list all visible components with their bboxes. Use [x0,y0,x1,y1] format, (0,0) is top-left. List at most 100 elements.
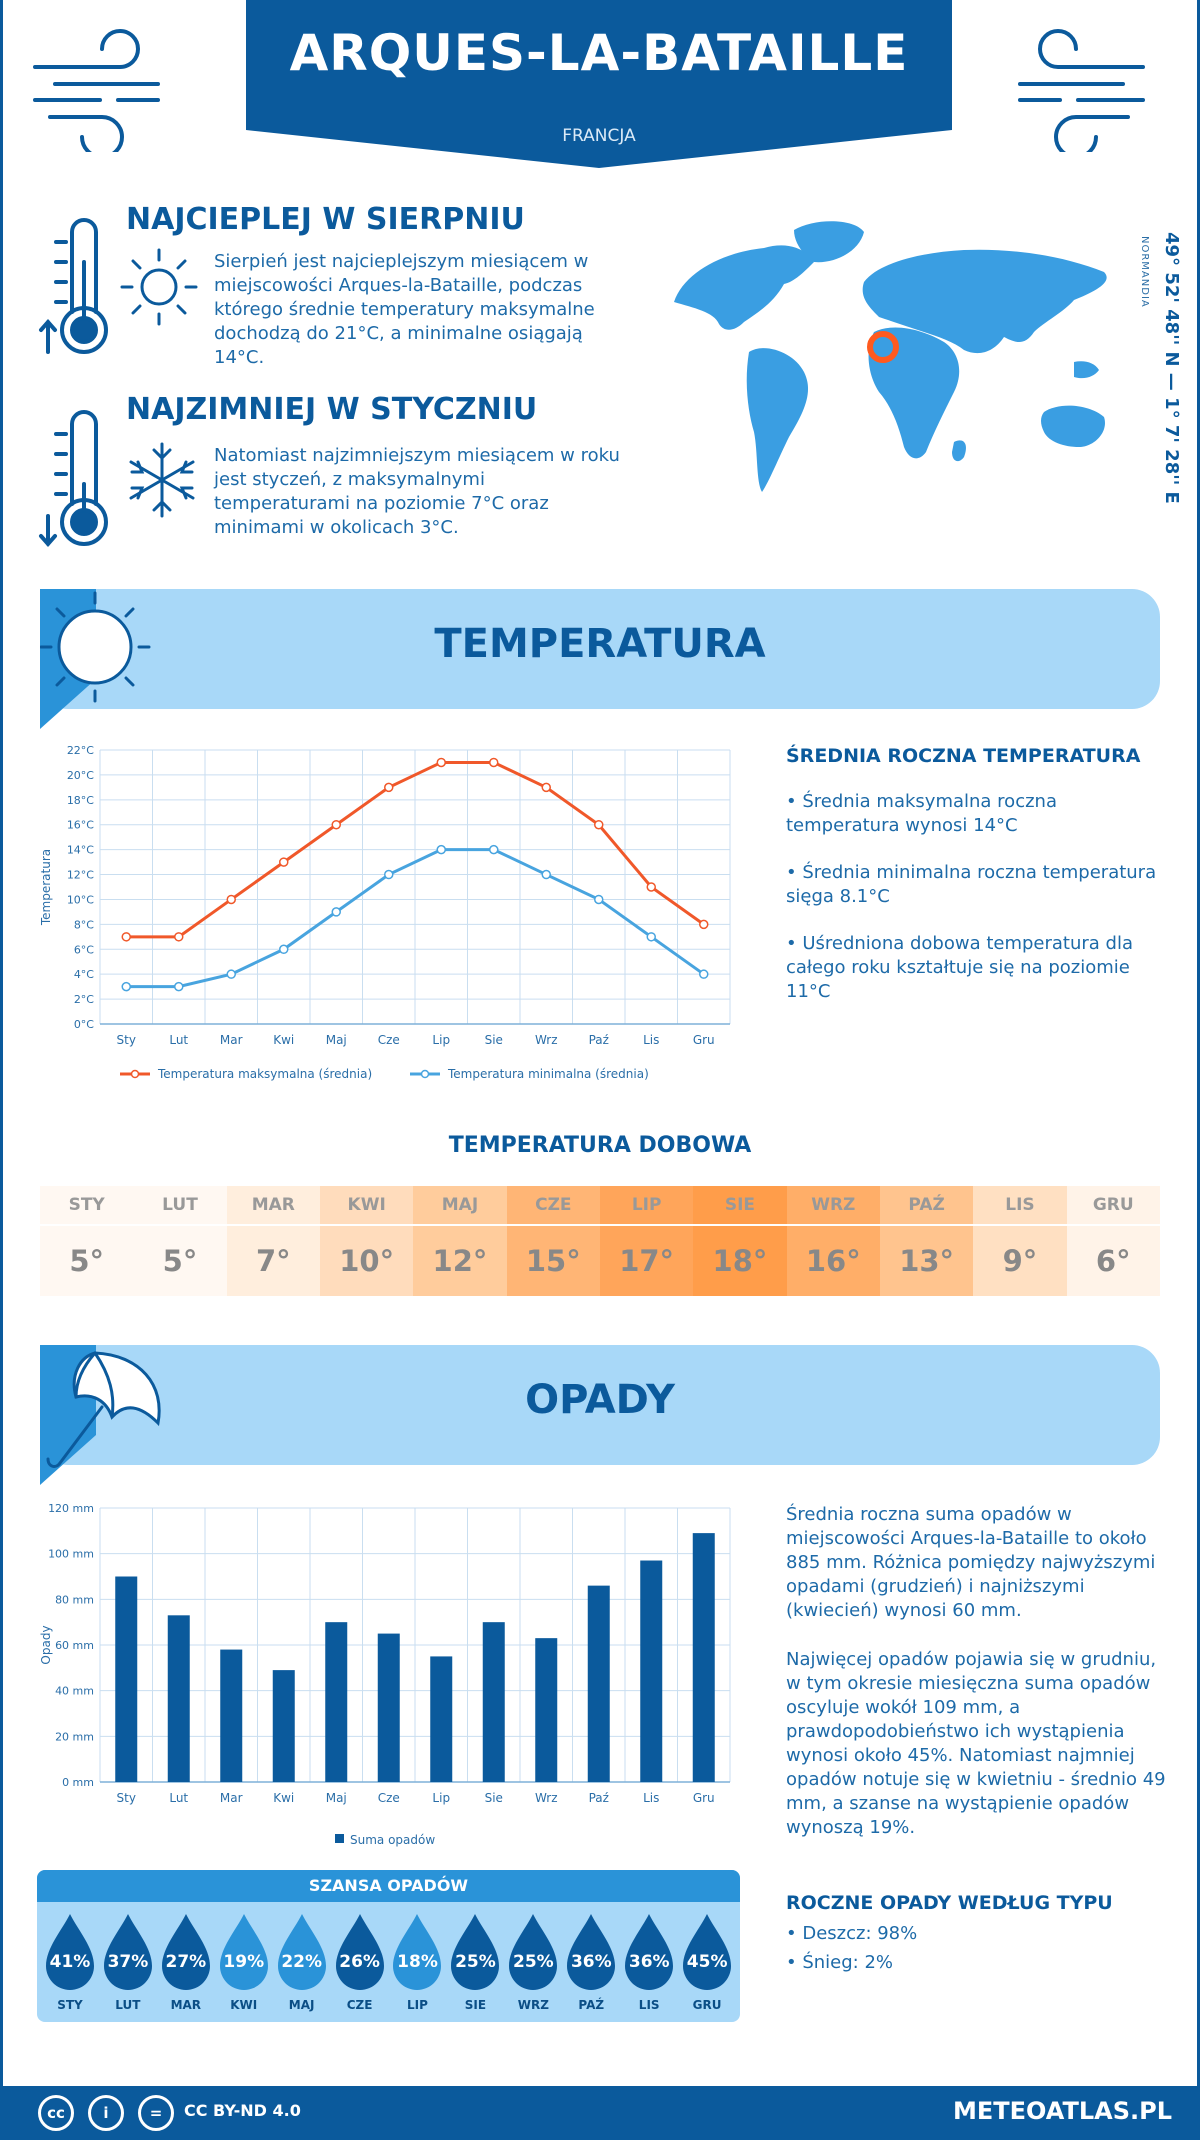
precip-chance-value: 36% [628,1952,670,1972]
bar [692,1533,715,1782]
x-tick-label: Cze [378,1791,400,1805]
raindrop-icon [219,1914,268,1990]
daily-temp-month: KWI [347,1195,386,1215]
precip-chance-drop: 26% CZE [331,1912,389,2012]
data-point [436,757,446,768]
sun-large-icon [40,589,151,729]
precip-chance-month: WRZ [517,1998,549,2012]
bar [640,1560,663,1782]
data-point [331,819,341,830]
site-link[interactable]: METEOATLAS.PL [952,2097,1172,2125]
coordinates: 49° 52' 48'' N — 1° 7' 28'' E [1161,232,1182,504]
bar [167,1615,190,1782]
precip-chance-value: 37% [107,1952,149,1972]
data-point [489,757,499,768]
x-tick-label: Sie [485,1033,503,1047]
data-point [489,844,499,855]
raindrop-icon [451,1914,500,1990]
legend-marker [130,1069,140,1079]
x-tick-label: Sty [117,1791,136,1805]
precip-chance-value: 22% [281,1952,323,1972]
legend-marker [420,1069,430,1079]
x-tick-label: Gru [693,1791,715,1805]
cc-icon: cc [38,2095,74,2131]
daily-temp-value: 5° [133,1224,227,1296]
daily-temp-value: 9° [973,1224,1067,1296]
precip-chance-month: LIS [638,1998,660,2012]
footer-bar [0,2086,1200,2140]
x-tick-label: Wrz [535,1791,558,1805]
precip-chance-month: MAJ [288,1998,315,2012]
precip-type-snow: • Śnieg: 2% [786,1952,894,1973]
daily-temp-month: PAŹ [908,1195,945,1215]
y-tick-label: 16°C [67,819,94,832]
y-tick-label: 6°C [74,943,94,956]
precip-chance-month: STY [57,1998,83,2012]
daily-temp-month: SIE [724,1195,756,1215]
precip-chance-drop: 36% PAŹ [562,1912,620,2012]
thermometer-cold-icon [39,410,108,548]
precip-summary-text: Średnia roczna suma opadów w miejscowośc… [786,1504,1156,1621]
precip-chance-drop: 27% MAR [157,1912,215,2012]
legend-label: Suma opadów [350,1833,435,1847]
fact-coldest-title: NAJZIMNIEJ W STYCZNIU [126,392,538,427]
annual-temp-daily: • Uśredniona dobowa temperatura dla całe… [786,933,1134,1002]
y-tick-label: 100 mm [48,1548,94,1561]
precip-type-rain: • Deszcz: 98% [786,1923,918,1944]
daily-temp-value: 13° [879,1224,974,1296]
data-point [279,857,289,867]
daily-temp-month: LIP [631,1195,662,1215]
wind-icon-left [33,29,160,152]
precip-detail-text: Najwięcej opadów pojawia się w grudniu, … [786,1649,1166,1838]
daily-temp-cell: LIS 9° [973,1186,1067,1296]
x-tick-label: Paź [589,1791,609,1805]
precip-chance-title: SZANSA OPADÓW [37,1870,740,1902]
data-point [384,869,394,880]
precip-chance-value: 18% [397,1952,438,1972]
y-tick-label: 8°C [74,918,94,931]
fact-hottest-title: NAJCIEPLEJ W SIERPNIU [126,202,525,237]
precip-chance-month: LUT [115,1998,141,2012]
precip-chance-month: KWI [230,1998,258,2012]
legend-swatch [335,1834,344,1843]
y-tick-label: 80 mm [55,1593,94,1606]
raindrop-icon [683,1914,732,1990]
x-tick-label: Gru [693,1033,715,1047]
bar [535,1638,558,1782]
bar [115,1576,138,1782]
data-point [646,882,656,892]
x-tick-label: Paź [589,1033,609,1047]
precip-chance-panel: SZANSA OPADÓW 41% STY 37% LUT 27% MAR 19% KWI 22… [37,1870,740,2022]
raindrop-icon [45,1914,94,1990]
bar [587,1585,610,1782]
data-point [174,932,184,942]
daily-temp-cell: STY 5° [40,1186,134,1296]
data-point [121,932,131,942]
data-point [384,782,394,793]
precip-chance-month: GRU [692,1998,722,2012]
data-point [699,969,709,979]
precip-chance-drop: 22% MAJ [273,1912,331,2012]
daily-temp-value: 5° [40,1224,134,1296]
x-tick-label: Maj [326,1791,347,1805]
y-tick-label: 18°C [67,794,94,807]
fact-hottest-text: Sierpień jest najcieplejszym miesiącem w… [214,251,595,368]
x-tick-label: Sie [485,1791,503,1805]
precip-chance-drop: 41% STY [41,1912,99,2012]
x-tick-label: Lis [643,1033,659,1047]
annual-temp-max: • Średnia maksymalna roczna temperatura … [786,791,1057,836]
daily-temp-cell: SIE 18° [693,1186,787,1296]
data-point [121,981,131,992]
y-tick-label: 0 mm [62,1776,94,1789]
y-axis-label: Opady [39,1625,53,1664]
fact-coldest-text: Natomiast najzimniejszym miesiącem w rok… [214,445,620,538]
annual-temp-title: ŚREDNIA ROCZNA TEMPERATURA [786,745,1141,767]
data-point [226,894,236,905]
daily-temp-table: STY 5° LUT 5° MAR 7° KWI 10° MAJ 12° CZE 15° LIP 17° S… [40,1186,1160,1296]
data-point [436,844,446,855]
precip-chance-month: SIE [464,1998,487,2012]
data-point [279,944,289,955]
data-point [646,932,656,942]
title-banner [246,0,952,168]
daily-temp-cell: LIP 17° [599,1186,694,1296]
